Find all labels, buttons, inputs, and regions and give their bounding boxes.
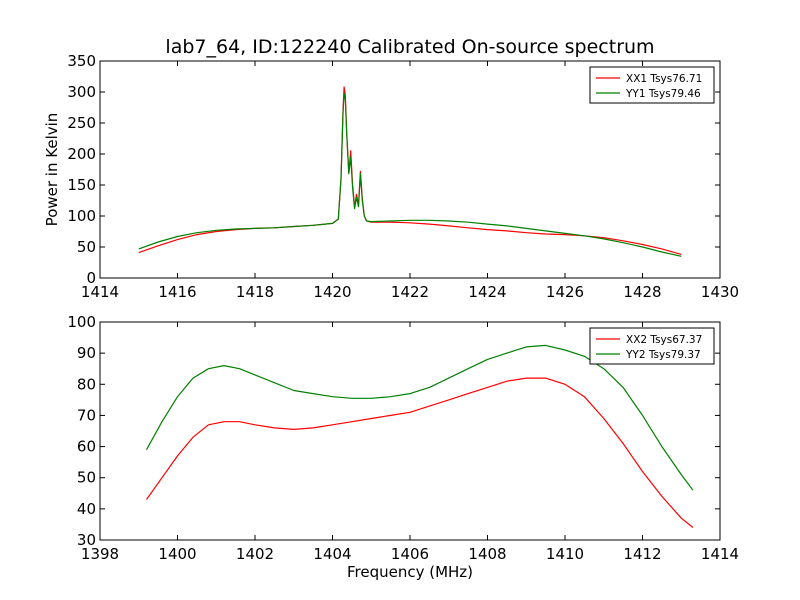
chart1-y-tick-label: 100 xyxy=(67,207,96,225)
chart2-legend xyxy=(589,327,715,365)
chart2-x-tick-label: 1408 xyxy=(468,545,506,563)
chart1-x-tick-label: 1418 xyxy=(236,283,274,301)
chart1-legend-label-2: YY1 Tsys79.46 xyxy=(625,88,701,100)
chart1-y-tick-label: 50 xyxy=(77,238,96,256)
plot-top: 1414 1416 1418 1420 1422 1424 1426 1428 1430 0 50 1… xyxy=(43,52,739,301)
chart1-y-axis-label: Power in Kelvin xyxy=(43,113,61,227)
chart2-y-tick-label: 40 xyxy=(77,500,96,518)
chart1-x-tick-label: 1420 xyxy=(313,283,351,301)
chart2-x-tick-label: 1404 xyxy=(313,545,351,563)
chart2-y-tick-label: 90 xyxy=(77,344,96,362)
figure-title: lab7_64, ID:122240 Calibrated On-source … xyxy=(165,36,654,58)
chart1-y-tick-label: 250 xyxy=(67,114,96,132)
chart2-legend-label-1: XX2 Tsys67.37 xyxy=(626,334,702,346)
chart1-x-tick-label: 1414 xyxy=(81,283,119,301)
chart1-x-tick-label: 1428 xyxy=(623,283,661,301)
chart2-y-tick-label: 70 xyxy=(77,406,96,424)
chart2-x-tick-label: 1400 xyxy=(158,545,196,563)
chart1-series-line-2 xyxy=(138,92,682,257)
chart2-legend-label-2: YY2 Tsys79.37 xyxy=(625,349,701,361)
chart2-x-tick-label: 1410 xyxy=(546,545,584,563)
chart2-x-tick-label: 1398 xyxy=(81,545,119,563)
chart2-y-tick-label: 80 xyxy=(77,375,96,393)
chart2-x-axis-label: Frequency (MHz) xyxy=(347,563,473,581)
chart1-x-tick-label: 1430 xyxy=(701,283,739,301)
chart2-series-line-1 xyxy=(146,377,694,528)
chart1-y-tick-label: 200 xyxy=(67,145,96,163)
chart2-y-tick-label: 60 xyxy=(77,438,96,456)
chart1-x-tick-label: 1422 xyxy=(391,283,429,301)
chart1-x-tick-label: 1426 xyxy=(546,283,584,301)
chart2-y-tick-label: 100 xyxy=(67,313,96,331)
chart2-x-tick-label: 1412 xyxy=(623,545,661,563)
chart1-x-tick-label: 1416 xyxy=(158,283,196,301)
chart2-x-tick-label: 1402 xyxy=(236,545,274,563)
chart1-legend xyxy=(589,66,715,104)
plot-bottom: 1398 1400 1402 1404 1406 1408 1410 1412 1414 30 40… xyxy=(67,313,739,581)
chart2-x-tick-label: 1406 xyxy=(391,545,429,563)
chart2-series-line-2 xyxy=(145,344,694,491)
chart1-x-tick-label: 1424 xyxy=(468,283,506,301)
chart1-y-tick-label: 300 xyxy=(67,83,96,101)
chart2-x-tick-label: 1414 xyxy=(701,545,739,563)
chart1-series-line-1 xyxy=(138,86,682,255)
chart2-y-tick-label: 30 xyxy=(77,531,96,549)
chart1-y-tick-label: 350 xyxy=(67,52,96,70)
chart1-y-tick-label: 0 xyxy=(86,269,96,287)
chart1-y-tick-label: 150 xyxy=(67,176,96,194)
chart1-legend-label-1: XX1 Tsys76.71 xyxy=(626,73,702,85)
chart2-y-tick-label: 50 xyxy=(77,469,96,487)
